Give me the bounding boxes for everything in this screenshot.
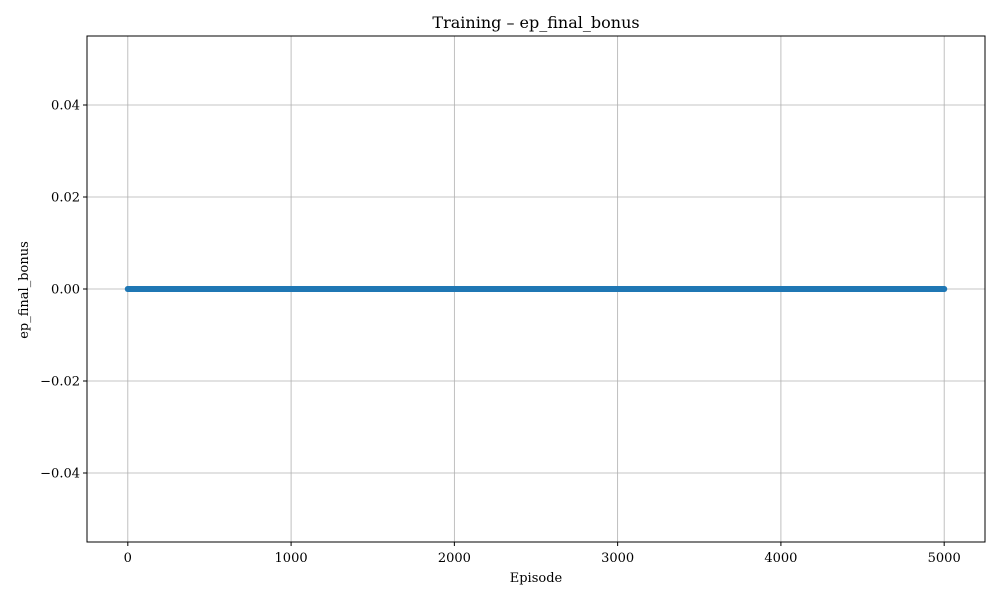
y-tick-label-1: −0.02 xyxy=(40,375,80,390)
chart-title: Training – ep_final_bonus xyxy=(432,13,639,32)
y-tick-label-2: 0.00 xyxy=(51,283,80,298)
tick-labels: 0 1000 2000 3000 4000 5000 −0.04 −0.02 0.00 0.02 0… xyxy=(40,99,961,567)
x-tick-label-0: 0 xyxy=(124,551,132,566)
x-tick-label-4: 4000 xyxy=(764,551,797,566)
y-tick-label-0: −0.04 xyxy=(40,467,80,482)
series-0-marker-end xyxy=(941,286,948,292)
x-tick-label-5: 5000 xyxy=(928,551,961,566)
x-axis-title: Episode xyxy=(510,571,563,586)
series-0-marker-start xyxy=(124,286,131,292)
y-tick-label-4: 0.04 xyxy=(51,99,80,114)
y-tick-label-3: 0.02 xyxy=(51,191,80,206)
axes-frame xyxy=(83,35,986,546)
x-tick-label-3: 3000 xyxy=(601,551,634,566)
x-tick-label-1: 1000 xyxy=(275,551,308,566)
y-axis-title: ep_final_bonus xyxy=(17,241,32,339)
series-layer xyxy=(124,286,948,292)
x-tick-label-2: 2000 xyxy=(438,551,471,566)
